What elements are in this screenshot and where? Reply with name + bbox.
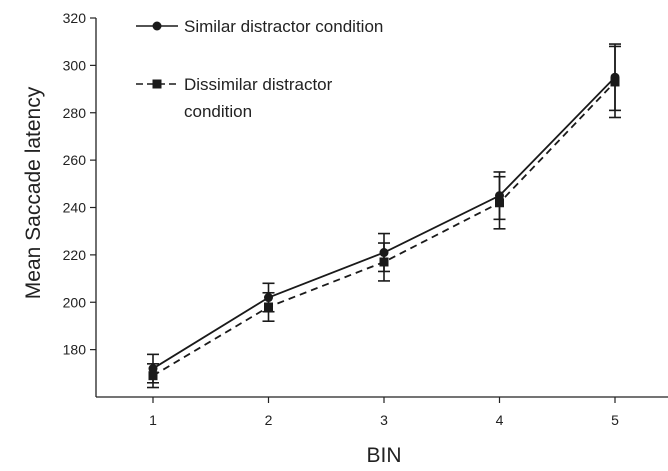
y-tick-label: 180: [63, 342, 87, 358]
axes: 180 200 220 240 260 280 300 320 1 2 3 4 5: [63, 10, 668, 428]
series-line: [152, 81, 616, 377]
data-point: [148, 371, 158, 381]
x-axis-title: BIN: [366, 444, 401, 467]
x-tick-label: 2: [265, 412, 273, 428]
data-point: [610, 77, 620, 87]
y-tick-label: 220: [63, 247, 87, 263]
legend-label: Similar distractor condition: [184, 17, 383, 36]
series-1: [147, 43, 621, 384]
legend-marker: [152, 21, 162, 31]
x-tick-label: 4: [496, 412, 504, 428]
x-tick-label: 1: [149, 412, 157, 428]
legend-label: condition: [184, 102, 252, 121]
legend-label: Dissimilar distractor: [184, 75, 333, 94]
y-tick-label: 320: [63, 10, 87, 26]
y-tick-label: 300: [63, 57, 87, 73]
legend-marker: [152, 79, 162, 89]
legend: Similar distractor condition Dissimilar d…: [136, 17, 383, 121]
data-point: [379, 257, 389, 267]
y-tick-label: 200: [63, 294, 87, 310]
y-tick-label: 280: [63, 105, 87, 121]
x-tick-label: 5: [611, 412, 619, 428]
y-tick-label: 240: [63, 200, 87, 216]
y-tick-label: 260: [63, 152, 87, 168]
data-point: [495, 198, 504, 208]
series-2: [147, 45, 621, 389]
x-tick-label: 3: [380, 412, 388, 428]
data-point: [264, 302, 273, 312]
y-axis-title: Mean Saccade latency: [22, 86, 45, 299]
series-layer: [147, 43, 621, 389]
